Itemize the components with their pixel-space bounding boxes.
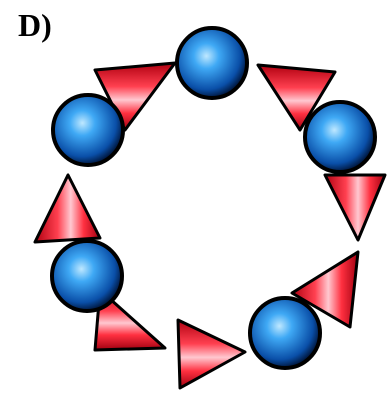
sphere: [175, 26, 249, 100]
sphere: [248, 296, 322, 370]
sphere: [51, 93, 125, 167]
cone: [33, 173, 102, 244]
panel-label: D): [18, 7, 52, 43]
cone: [93, 288, 167, 352]
cone: [290, 250, 360, 329]
cone: [93, 61, 177, 132]
sphere: [303, 100, 377, 174]
sphere: [50, 239, 124, 313]
cone: [176, 318, 247, 390]
cone: [323, 173, 387, 242]
cone: [256, 63, 337, 132]
